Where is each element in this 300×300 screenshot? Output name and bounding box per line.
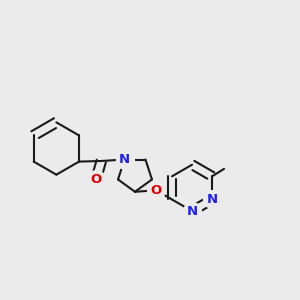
Text: O: O	[151, 184, 162, 197]
Text: N: N	[119, 153, 130, 166]
Text: N: N	[207, 193, 218, 206]
Text: O: O	[90, 173, 102, 186]
Text: N: N	[187, 205, 198, 218]
